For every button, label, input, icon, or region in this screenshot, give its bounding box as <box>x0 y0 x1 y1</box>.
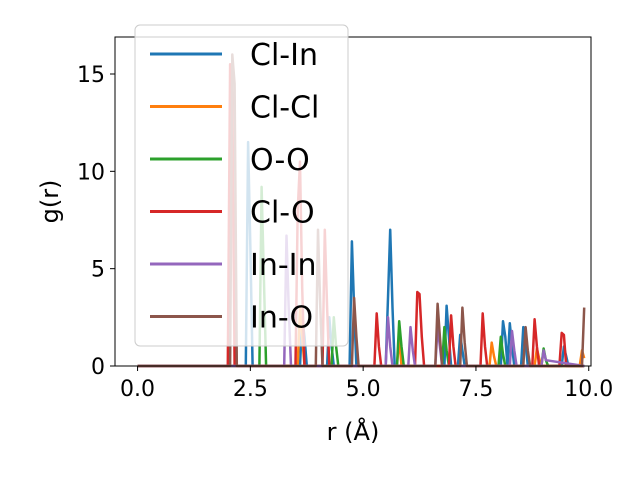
y-tick-label: 15 <box>77 63 105 88</box>
legend: Cl-In Cl-Cl O-O Cl-O In-In In-O <box>134 24 349 347</box>
x-tick-label: 7.5 <box>458 377 493 402</box>
y-tick-label: 5 <box>91 258 105 283</box>
x-axis: 0.0 2.5 5.0 7.5 10.0 <box>120 366 613 402</box>
y-tick-label: 10 <box>77 160 105 185</box>
y-axis-label: g(r) <box>36 180 64 224</box>
x-tick-label: 10.0 <box>564 377 613 402</box>
x-axis-label: r (Å) <box>327 417 380 446</box>
legend-label: Cl-O <box>250 196 315 231</box>
y-tick-label: 0 <box>91 355 105 380</box>
y-axis: 0 5 10 15 <box>77 63 115 380</box>
legend-label: Cl-Cl <box>250 91 319 126</box>
legend-label: In-O <box>250 301 313 336</box>
legend-label: O-O <box>250 143 310 178</box>
series-line-cl-in <box>137 140 585 368</box>
plot-frame <box>114 36 592 367</box>
x-tick-label: 5.0 <box>346 377 381 402</box>
x-tick-label: 0.0 <box>120 377 155 402</box>
legend-label: In-In <box>250 248 317 283</box>
legend-box <box>134 24 349 347</box>
legend-label: Cl-In <box>250 38 318 73</box>
x-tick-label: 2.5 <box>233 377 268 402</box>
